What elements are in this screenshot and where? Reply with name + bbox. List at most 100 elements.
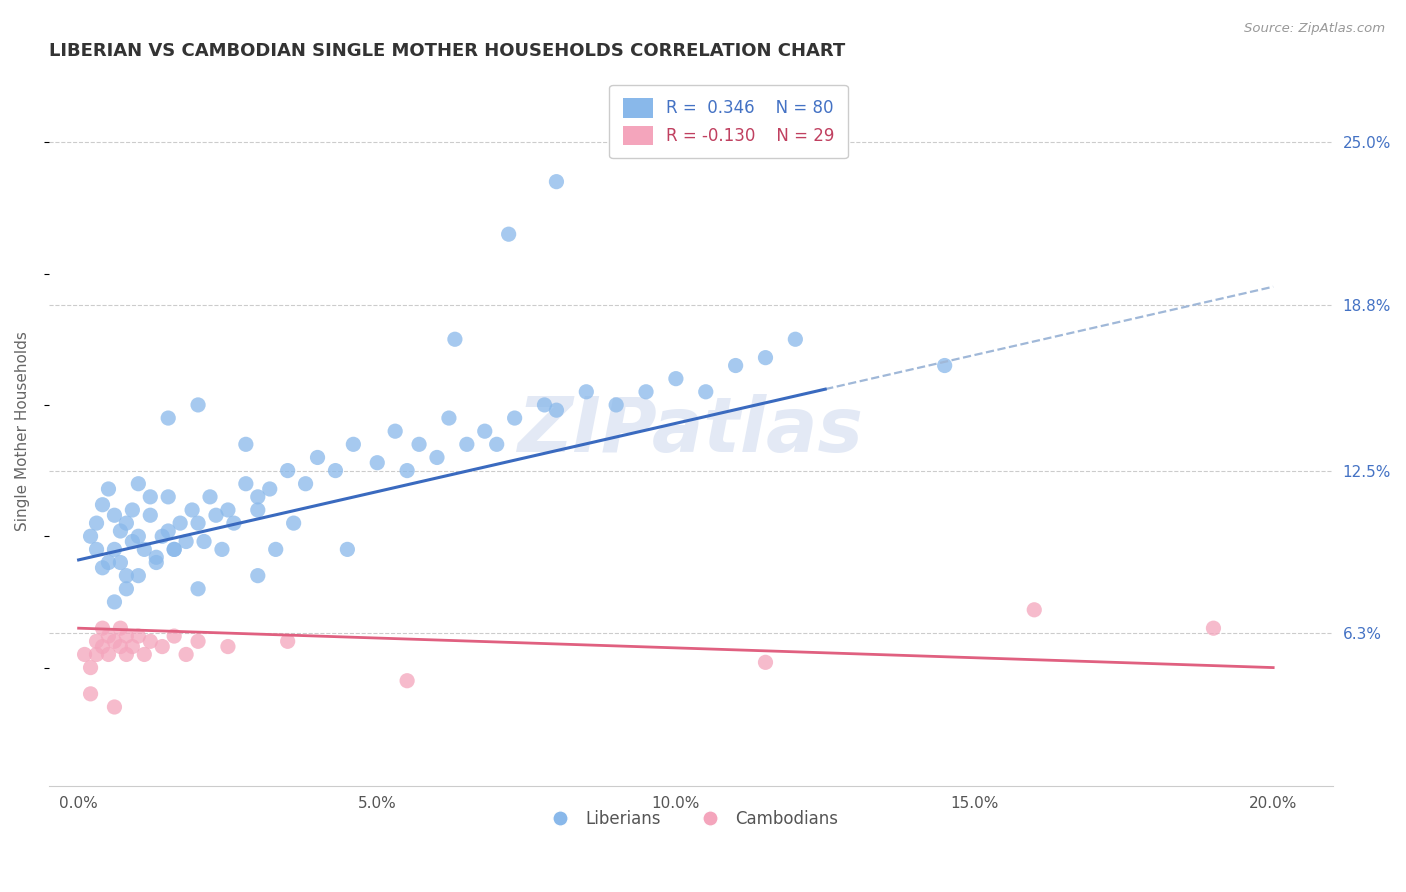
Point (264, 542, 287, 557)
Point (127, 568, 149, 582)
Point (187, 582, 209, 596)
Point (174, 534, 197, 549)
Point (211, 542, 233, 557)
Point (408, 437, 430, 451)
Point (181, 503, 204, 517)
Point (79, 529, 101, 543)
Point (163, 629, 186, 643)
Point (127, 476, 149, 491)
Point (187, 398, 209, 412)
Point (91, 621, 114, 635)
Point (127, 529, 149, 543)
Point (444, 332, 467, 346)
Point (396, 464, 419, 478)
Point (724, 359, 747, 373)
Point (396, 673, 419, 688)
Point (139, 634, 162, 648)
Point (503, 411, 526, 425)
Point (193, 534, 215, 549)
Point (110, 524, 132, 538)
Point (134, 542, 156, 557)
Point (1024, 603, 1046, 617)
Point (91, 561, 114, 575)
Point (86, 516, 108, 530)
Point (217, 640, 239, 654)
Point (103, 634, 125, 648)
Point (110, 621, 132, 635)
Point (97, 482, 120, 496)
Point (336, 542, 359, 557)
Point (634, 384, 657, 399)
Point (91, 498, 114, 512)
Point (134, 648, 156, 662)
Point (785, 332, 807, 346)
Point (103, 542, 125, 557)
Point (426, 450, 449, 465)
Point (437, 411, 460, 425)
Point (456, 437, 478, 451)
Y-axis label: Single Mother Households: Single Mother Households (15, 331, 30, 531)
Point (533, 398, 555, 412)
Text: ZIPatlas: ZIPatlas (517, 394, 863, 468)
Point (198, 490, 221, 504)
Point (97, 556, 120, 570)
Text: LIBERIAN VS CAMBODIAN SINGLE MOTHER HOUSEHOLDS CORRELATION CHART: LIBERIAN VS CAMBODIAN SINGLE MOTHER HOUS… (49, 42, 845, 60)
Point (235, 437, 257, 451)
Point (217, 503, 239, 517)
Point (169, 516, 191, 530)
Legend: Liberians, Cambodians: Liberians, Cambodians (537, 803, 845, 834)
Point (246, 503, 269, 517)
Point (115, 516, 138, 530)
Point (259, 482, 281, 496)
Point (246, 568, 269, 582)
Point (73, 648, 96, 662)
Point (325, 464, 347, 478)
Point (294, 476, 316, 491)
Point (91, 640, 114, 654)
Point (307, 450, 329, 465)
Point (103, 700, 125, 714)
Point (110, 640, 132, 654)
Point (575, 384, 598, 399)
Point (695, 384, 717, 399)
Point (139, 508, 162, 523)
Point (157, 411, 180, 425)
Point (546, 175, 568, 189)
Point (187, 516, 209, 530)
Point (86, 648, 108, 662)
Point (277, 464, 299, 478)
Point (546, 403, 568, 417)
Point (174, 648, 197, 662)
Point (150, 529, 173, 543)
Point (754, 656, 776, 670)
Point (103, 595, 125, 609)
Point (115, 568, 138, 582)
Point (127, 629, 149, 643)
Point (150, 640, 173, 654)
Point (277, 634, 299, 648)
Point (205, 508, 228, 523)
Point (86, 542, 108, 557)
Point (187, 634, 209, 648)
Point (97, 629, 120, 643)
Point (235, 476, 257, 491)
Point (86, 634, 108, 648)
Point (145, 550, 167, 565)
Point (110, 556, 132, 570)
Point (79, 687, 101, 701)
Point (485, 437, 508, 451)
Point (157, 490, 180, 504)
Point (115, 582, 138, 596)
Point (121, 503, 143, 517)
Point (384, 424, 406, 438)
Point (103, 508, 125, 523)
Point (145, 556, 167, 570)
Point (246, 490, 269, 504)
Point (665, 372, 688, 386)
Point (605, 398, 627, 412)
Point (342, 437, 364, 451)
Point (163, 542, 186, 557)
Point (79, 660, 101, 674)
Point (115, 648, 138, 662)
Point (121, 534, 143, 549)
